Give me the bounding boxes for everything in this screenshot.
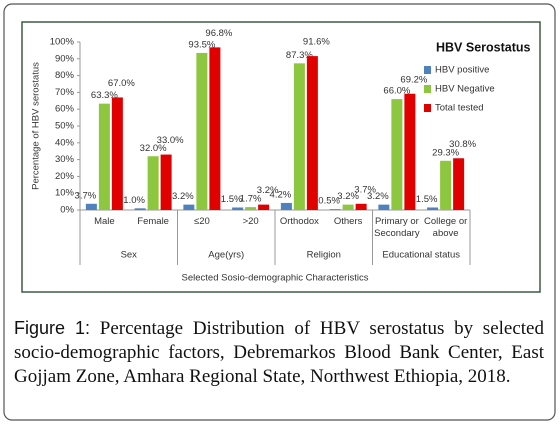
legend-swatch — [424, 66, 431, 74]
bar — [293, 63, 305, 210]
value-label: 3.2% — [367, 191, 389, 202]
bar — [342, 204, 354, 210]
value-label: 3.7% — [75, 190, 97, 201]
legend-label: HBV Negative — [435, 84, 495, 95]
value-label: 96.8% — [205, 28, 232, 39]
bar — [329, 209, 341, 210]
value-label: 0.5% — [318, 196, 340, 207]
value-label: 67.0% — [108, 78, 135, 89]
value-label: 1.0% — [123, 195, 145, 206]
y-tick-label: 10% — [55, 188, 75, 199]
value-label: 3.2% — [257, 185, 279, 196]
x-axis-title: Selected Sosio-demographic Characteristi… — [182, 273, 369, 284]
x-tick-label: Primary or Secondary — [374, 216, 420, 239]
bar — [453, 158, 465, 210]
x-tick-label: Female — [137, 216, 169, 227]
x-tick-label-box: Others — [333, 216, 363, 227]
y-tick-label: 20% — [55, 171, 75, 182]
bar — [85, 203, 97, 210]
x-tick-label: ≤20 — [193, 216, 210, 227]
x-tick-label: Others — [333, 216, 363, 227]
value-label: 1.7% — [240, 194, 262, 205]
bar — [280, 202, 292, 210]
x-tick-label-box: >20 — [242, 216, 259, 227]
group-label: Sex — [121, 250, 138, 261]
value-label: 87.3% — [286, 50, 313, 61]
caption: Figure 1: Percentage Distribution of HBV… — [14, 316, 544, 389]
legend-title: HBV Serostatus — [436, 40, 531, 54]
value-label: 1.5% — [221, 194, 243, 205]
legend-swatch — [424, 85, 431, 93]
y-tick-label: 80% — [55, 70, 75, 81]
bar — [134, 208, 146, 210]
bar — [404, 93, 416, 210]
value-label: 32.0% — [140, 143, 167, 154]
bar — [196, 52, 208, 210]
x-tick-label-box: Primary or Secondary — [374, 216, 420, 239]
value-label: 91.6% — [303, 37, 330, 48]
value-label: 63.3% — [91, 90, 118, 101]
bar — [183, 204, 195, 210]
legend-swatch — [424, 104, 431, 112]
bar — [209, 47, 221, 210]
y-tick-label: 0% — [60, 205, 74, 216]
y-tick-label: 90% — [55, 53, 75, 64]
figure-border — [3, 3, 556, 421]
bar — [111, 97, 123, 210]
bar — [98, 103, 110, 210]
bar — [391, 99, 403, 210]
bar — [232, 207, 244, 210]
bar — [258, 204, 270, 210]
group-label: Age(yrs) — [208, 250, 244, 261]
bar — [378, 204, 390, 210]
legend-label: Total tested — [435, 103, 484, 114]
group-label: Educational status — [382, 250, 460, 261]
x-tick-label-box: Female — [137, 216, 169, 227]
x-tick-label-box: Orthodox — [279, 216, 319, 227]
value-label: 29.3% — [432, 147, 459, 158]
y-tick-label: 60% — [55, 104, 75, 115]
x-tick-label: Orthodox — [279, 216, 319, 227]
x-tick-label-box: College or above — [423, 216, 468, 239]
value-label: 3.7% — [354, 184, 376, 195]
value-label: 1.5% — [416, 194, 438, 205]
bar — [147, 156, 159, 210]
bar — [355, 203, 367, 210]
x-tick-label: Male — [94, 216, 115, 227]
y-tick-label: 50% — [55, 121, 75, 132]
x-tick-label-box: Male — [94, 216, 115, 227]
value-label: 3.2% — [337, 191, 359, 202]
caption-label: Figure 1: — [14, 318, 91, 338]
bar — [440, 160, 452, 210]
x-tick-label-box: ≤20 — [193, 216, 210, 227]
legend-label: HBV positive — [435, 65, 489, 76]
value-label: 3.2% — [172, 191, 194, 202]
value-label: 4.2% — [270, 189, 292, 200]
bar — [160, 154, 172, 210]
y-tick-label: 40% — [55, 137, 75, 148]
y-axis-title: Percentage of HBV serostatus — [31, 62, 42, 190]
value-label: 93.5% — [188, 39, 215, 50]
value-label: 66.0% — [383, 86, 410, 97]
bar — [306, 56, 318, 210]
value-label: 33.0% — [157, 135, 184, 146]
y-tick-label: 30% — [55, 154, 75, 165]
bar — [245, 207, 257, 210]
value-label: 69.2% — [400, 74, 427, 85]
group-label: Religion — [307, 250, 341, 261]
value-label: 30.8% — [449, 139, 476, 150]
y-tick-label: 100% — [50, 37, 75, 48]
x-tick-label: College or above — [423, 216, 468, 239]
caption-text: Percentage Distribution of HBV serostatu… — [14, 318, 544, 387]
bar — [427, 207, 439, 210]
x-tick-label: >20 — [242, 216, 259, 227]
y-tick-label: 70% — [55, 87, 75, 98]
